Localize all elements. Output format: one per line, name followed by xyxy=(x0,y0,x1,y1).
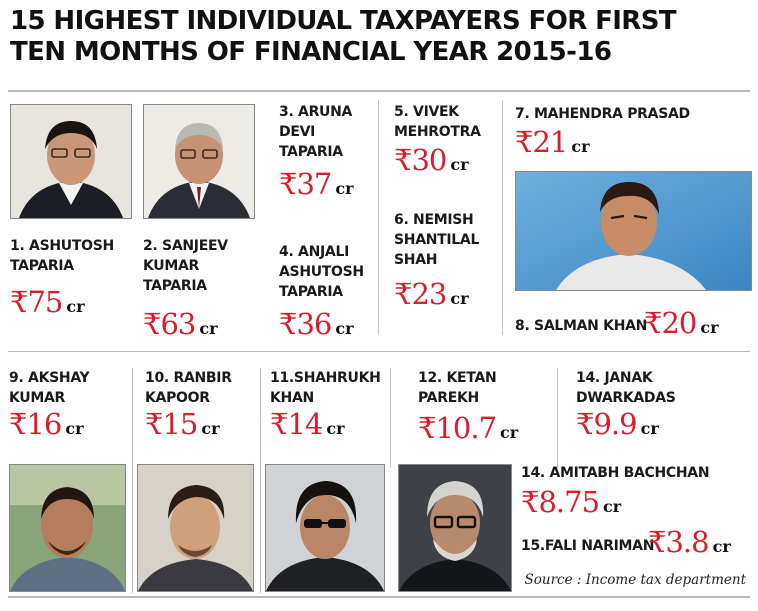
entry-9-name: 9. AKSHAY KUMAR xyxy=(9,370,90,406)
amount-unit: cr xyxy=(450,155,469,174)
shahrukh-khan-portrait-icon xyxy=(265,464,385,592)
amount-value: ₹21 xyxy=(515,125,568,159)
amount-unit: cr xyxy=(571,137,590,156)
column-divider xyxy=(132,368,133,593)
entry-7-name: 7. MAHENDRA PRASAD xyxy=(515,106,690,122)
amount-unit: cr xyxy=(326,419,345,438)
amount-unit: cr xyxy=(65,419,84,438)
entry-10-amount: ₹15 cr xyxy=(145,410,220,439)
entry-14-name: 14. AMITABH BACHCHAN xyxy=(521,465,710,481)
entry-15-amount: ₹3.8 cr xyxy=(648,528,731,557)
amitabh-bachchan-portrait-icon xyxy=(398,464,512,592)
entry-2-name: 2. SANJEEV KUMAR TAPARIA xyxy=(143,238,228,294)
entry-4-amount: ₹36 cr xyxy=(279,310,354,339)
amount-value: ₹36 xyxy=(279,307,332,341)
title-line-2: TEN MONTHS OF FINANCIAL YEAR 2015-16 xyxy=(10,37,612,67)
entry-9-amount: ₹16 cr xyxy=(9,410,84,439)
amount-value: ₹15 xyxy=(145,407,198,441)
amount-value: ₹23 xyxy=(394,277,447,311)
amount-value: ₹37 xyxy=(279,167,332,201)
middle-rule xyxy=(8,351,750,352)
entry-13-name: 14. JANAK DWARKADAS xyxy=(576,370,676,406)
entry-3-name: 3. ARUNA DEVI TAPARIA xyxy=(279,104,353,160)
entry-8-amount: ₹20 cr xyxy=(644,309,719,338)
column-divider xyxy=(378,100,379,335)
column-divider xyxy=(557,368,558,468)
column-divider xyxy=(260,368,261,593)
bottom-rule xyxy=(8,596,750,598)
column-divider xyxy=(390,368,391,468)
amount-value: ₹30 xyxy=(394,143,447,177)
title-line-1: 15 HIGHEST INDIVIDUAL TAXPAYERS FOR FIRS… xyxy=(10,6,677,36)
amount-unit: cr xyxy=(712,537,731,556)
amount-value: ₹16 xyxy=(9,407,62,441)
amount-value: ₹63 xyxy=(143,307,196,341)
entry-8-name: 8. SALMAN KHAN xyxy=(515,318,648,334)
top-rule xyxy=(8,90,750,92)
akshay-kumar-portrait-icon xyxy=(9,464,126,592)
amount-value: ₹20 xyxy=(644,306,697,340)
entry-14-amount: ₹8.75 cr xyxy=(521,488,621,517)
entry-2-amount: ₹63 cr xyxy=(143,310,218,339)
entry-12-name: 12. KETAN PAREKH xyxy=(418,370,497,406)
entry-11-amount: ₹14 cr xyxy=(270,410,345,439)
page-title: 15 HIGHEST INDIVIDUAL TAXPAYERS FOR FIRS… xyxy=(10,6,730,68)
salman-khan-portrait-icon xyxy=(515,171,752,291)
ranbir-kapoor-portrait-icon xyxy=(137,464,254,592)
entry-12-amount: ₹10.7 cr xyxy=(418,414,518,443)
column-divider xyxy=(502,100,503,335)
amount-value: ₹8.75 xyxy=(521,485,600,519)
entry-6-amount: ₹23 cr xyxy=(394,280,469,309)
entry-13-amount: ₹9.9 cr xyxy=(576,410,659,439)
amount-value: ₹75 xyxy=(10,285,63,319)
amount-unit: cr xyxy=(335,319,354,338)
entry-3-amount: ₹37 cr xyxy=(279,170,354,199)
source-note: Source : Income tax department xyxy=(524,572,747,588)
amount-unit: cr xyxy=(603,497,622,516)
ashutosh-taparia-portrait-icon xyxy=(10,104,132,219)
amount-unit: cr xyxy=(335,179,354,198)
entry-1-amount: ₹75 cr xyxy=(10,288,85,317)
amount-unit: cr xyxy=(450,289,469,308)
entry-6-name: 6. NEMISH SHANTILAL SHAH xyxy=(394,212,480,268)
amount-value: ₹14 xyxy=(270,407,323,441)
amount-unit: cr xyxy=(640,419,659,438)
amount-unit: cr xyxy=(500,423,519,442)
amount-value: ₹10.7 xyxy=(418,411,497,445)
entry-11-name: 11.SHAHRUKH KHAN xyxy=(270,370,381,406)
amount-unit: cr xyxy=(201,419,220,438)
amount-value: ₹3.8 xyxy=(648,525,710,559)
amount-unit: cr xyxy=(66,297,85,316)
amount-value: ₹9.9 xyxy=(576,407,638,441)
entry-1-name: 1. ASHUTOSH TAPARIA xyxy=(10,238,114,274)
entry-15-name: 15.FALI NARIMAN xyxy=(521,538,655,554)
entry-5-name: 5. VIVEK MEHROTRA xyxy=(394,104,481,140)
entry-7-amount: ₹21 cr xyxy=(515,128,590,157)
entry-4-name: 4. ANJALI ASHUTOSH TAPARIA xyxy=(279,244,364,300)
amount-unit: cr xyxy=(700,318,719,337)
entry-5-amount: ₹30 cr xyxy=(394,146,469,175)
amount-unit: cr xyxy=(199,319,218,338)
entry-10-name: 10. RANBIR KAPOOR xyxy=(145,370,232,406)
sanjeev-kumar-taparia-portrait-icon xyxy=(143,104,255,219)
